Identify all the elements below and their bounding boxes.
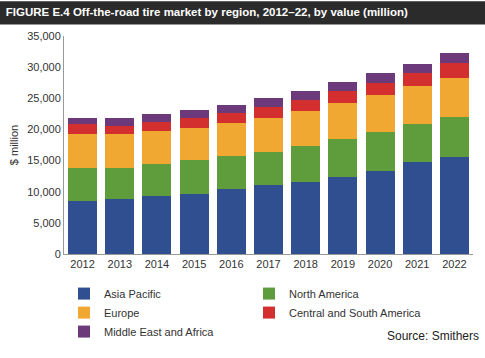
svg-text:2020: 2020	[368, 258, 392, 270]
svg-text:5,000: 5,000	[33, 217, 61, 229]
svg-text:2022: 2022	[442, 258, 466, 270]
svg-text:2015: 2015	[182, 258, 206, 270]
svg-text:0: 0	[55, 248, 61, 260]
svg-text:2016: 2016	[219, 258, 243, 270]
svg-text:10,000: 10,000	[27, 186, 61, 198]
svg-text:Asia Pacific: Asia Pacific	[104, 288, 161, 300]
svg-text:Europe: Europe	[104, 307, 139, 319]
svg-text:2021: 2021	[405, 258, 429, 270]
svg-text:25,000: 25,000	[27, 92, 61, 104]
svg-text:20,000: 20,000	[27, 123, 61, 135]
svg-text:2018: 2018	[293, 258, 317, 270]
svg-text:2014: 2014	[145, 258, 169, 270]
svg-text:2012: 2012	[70, 258, 94, 270]
svg-text:Middle East and Africa: Middle East and Africa	[104, 326, 214, 338]
svg-text:2019: 2019	[331, 258, 355, 270]
svg-text:30,000: 30,000	[27, 61, 61, 73]
svg-text:2017: 2017	[256, 258, 280, 270]
svg-text:35,000: 35,000	[27, 30, 61, 42]
svg-text:FIGURE E.4 Off-the-road tire m: FIGURE E.4 Off-the-road tire market by r…	[6, 6, 408, 18]
svg-text:Source: Smithers: Source: Smithers	[387, 329, 479, 343]
svg-text:$ million: $ million	[8, 125, 20, 165]
svg-text:15,000: 15,000	[27, 154, 61, 166]
svg-text:Central and South America: Central and South America	[289, 307, 421, 319]
svg-text:2013: 2013	[108, 258, 132, 270]
svg-text:North America: North America	[289, 288, 360, 300]
